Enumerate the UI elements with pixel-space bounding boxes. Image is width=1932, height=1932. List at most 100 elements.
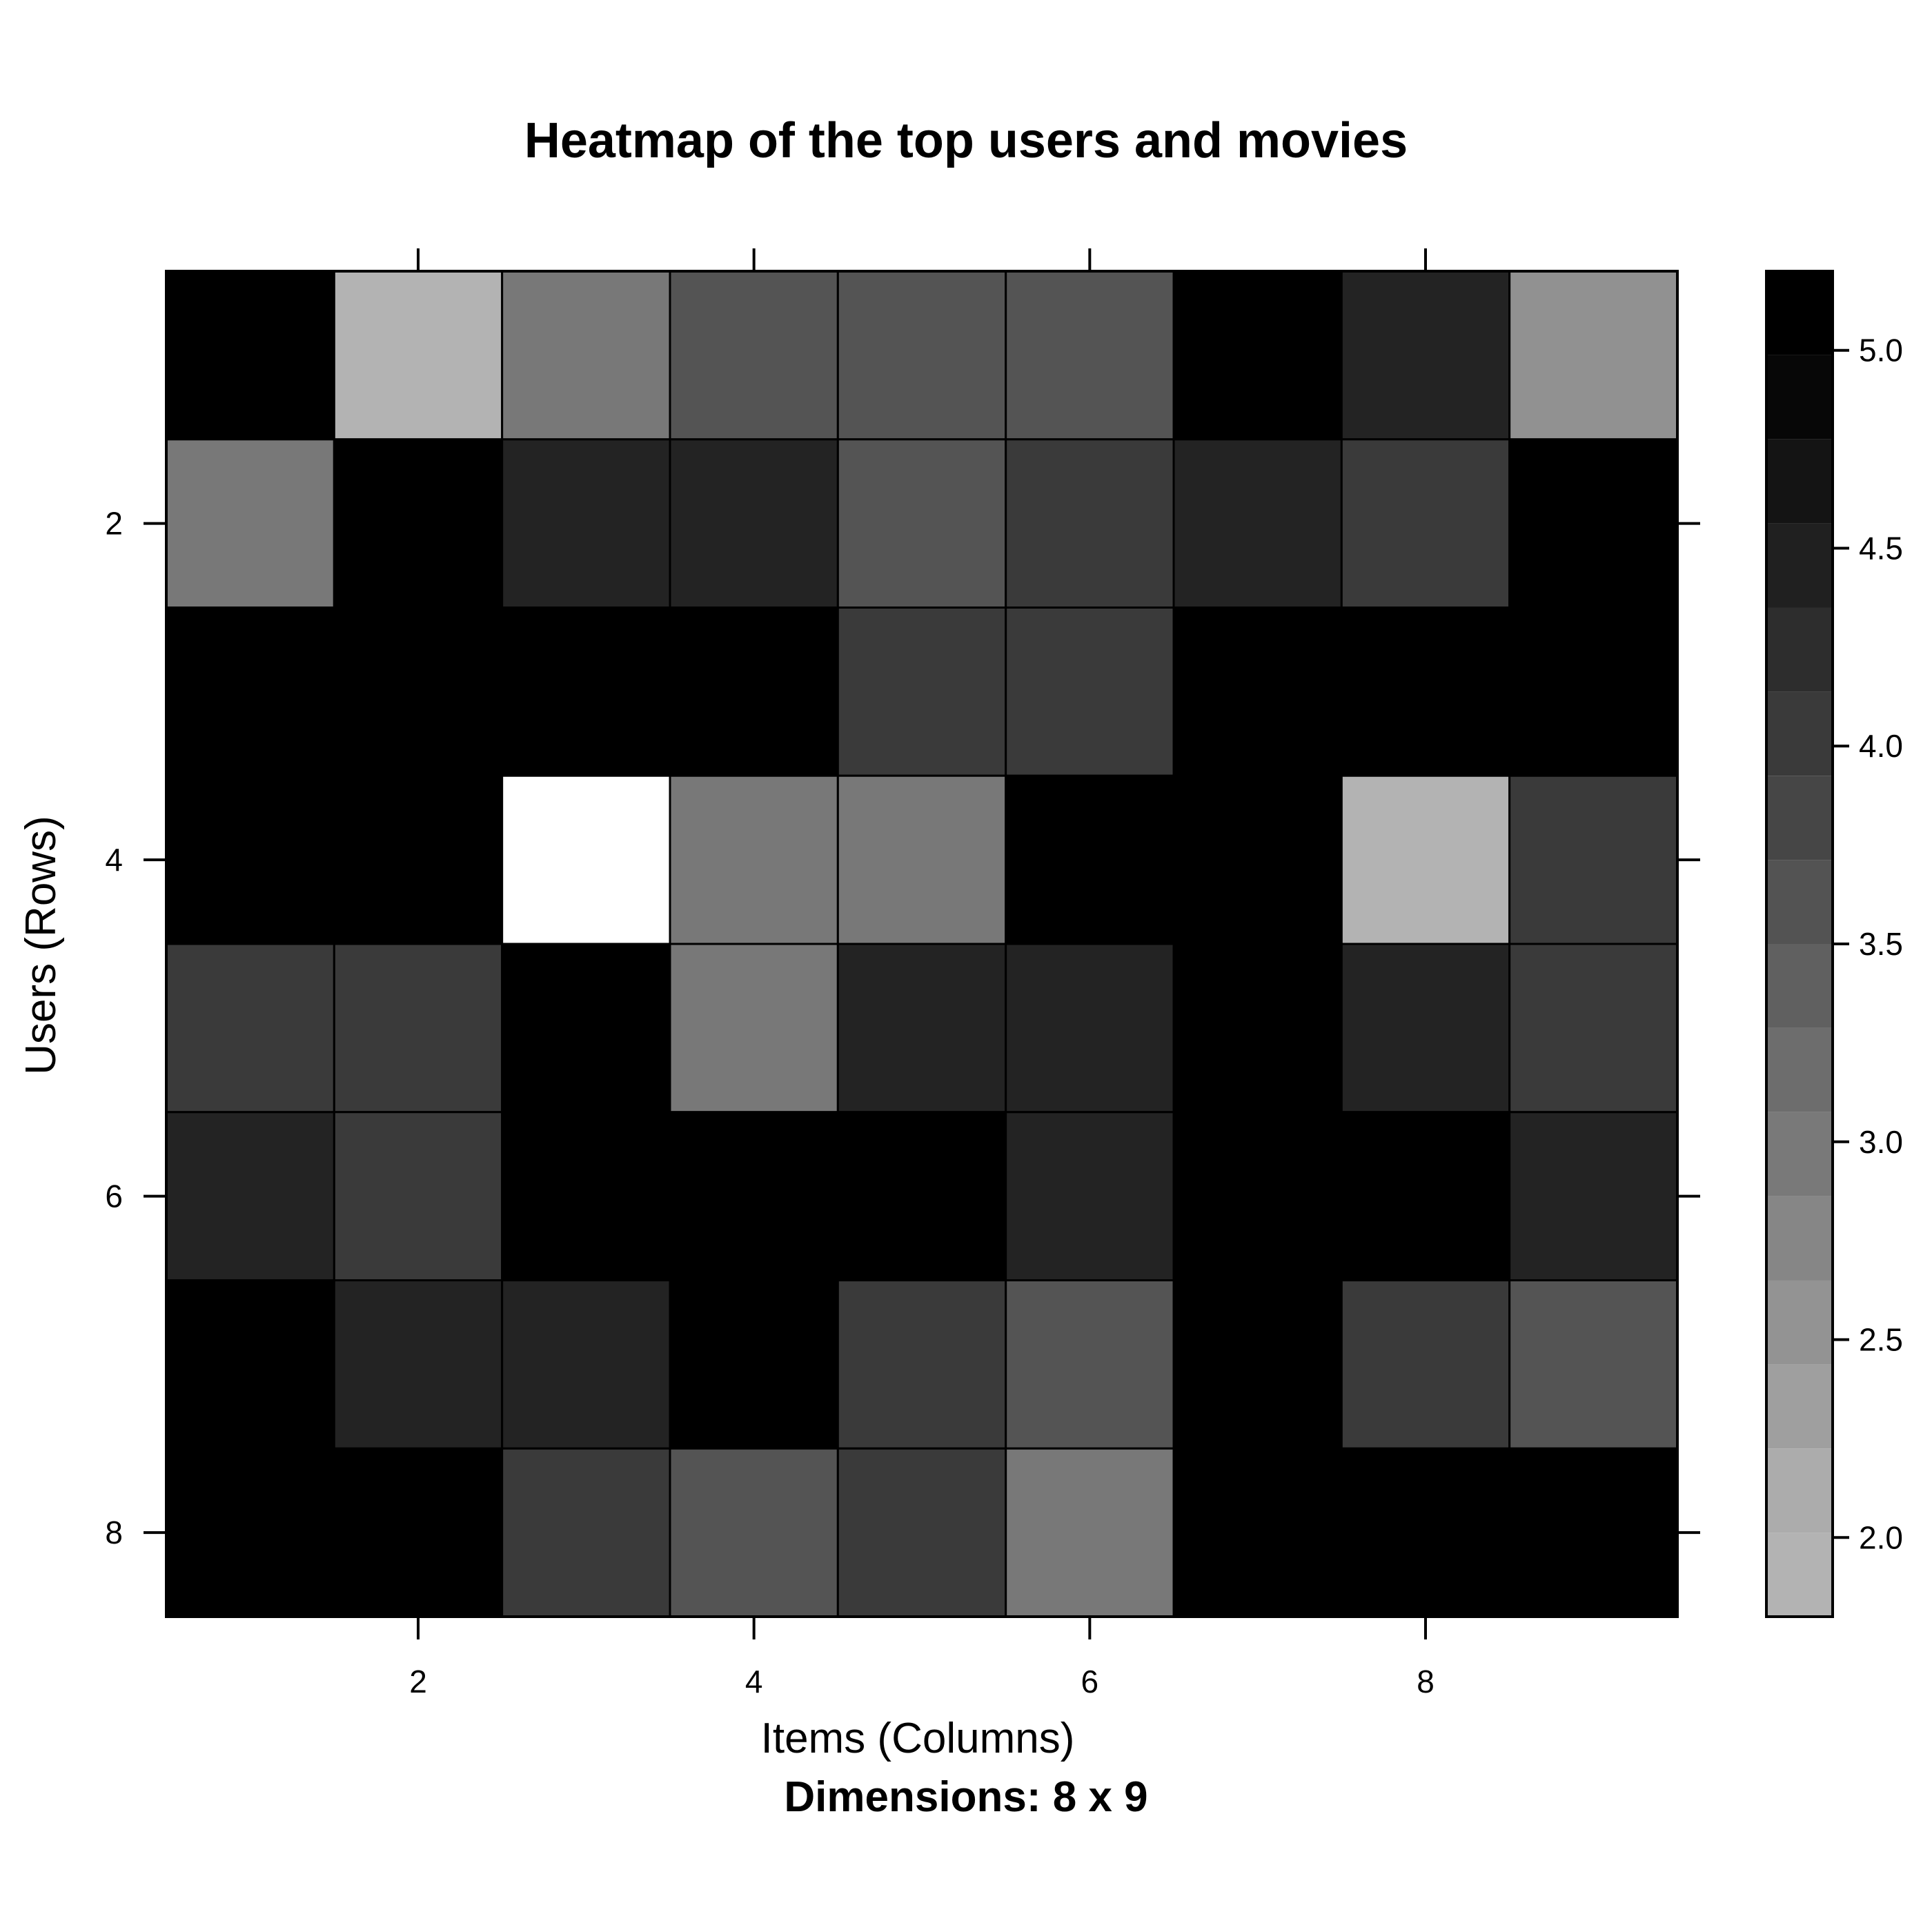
- dimensions-label: Dimensions: 8 x 9: [784, 1773, 1147, 1821]
- heatmap-cell: [165, 1111, 335, 1281]
- heatmap-cell: [1005, 774, 1175, 945]
- heatmap-cell: [1005, 1279, 1175, 1450]
- heatmap-cell: [1340, 1447, 1511, 1618]
- heatmap-cell: [501, 607, 671, 777]
- heatmap-cell: [501, 774, 671, 945]
- heatmap-cell: [165, 438, 335, 609]
- y-tick-label: 2: [105, 506, 123, 542]
- heatmap-cell: [333, 943, 504, 1114]
- heatmap-cell: [165, 270, 335, 441]
- x-axis-label: Items (Columns): [761, 1715, 1075, 1762]
- chart-title: Heatmap of the top users and movies: [524, 113, 1408, 168]
- heatmap-cell: [1172, 270, 1343, 441]
- colorbar-tick-label: 2.0: [1859, 1519, 1903, 1555]
- colorbar-tick-label: 4.5: [1859, 530, 1903, 566]
- colorbar-segment: [1766, 1112, 1833, 1196]
- heatmap-cell: [669, 774, 839, 945]
- heatmap-cells: [165, 270, 1679, 1618]
- colorbar-tick-label: 4.0: [1859, 728, 1903, 764]
- heatmap-cell: [1340, 943, 1511, 1114]
- heatmap-cell: [501, 1447, 671, 1618]
- heatmap-cell: [669, 1111, 839, 1281]
- heatmap-cell: [836, 438, 1007, 609]
- heatmap-cell: [1172, 943, 1343, 1114]
- heatmap-cell: [501, 1279, 671, 1450]
- x-tick-label: 8: [1417, 1664, 1435, 1699]
- colorbar-segment: [1766, 1532, 1833, 1617]
- heatmap-cell: [333, 1447, 504, 1618]
- heatmap-cell: [669, 607, 839, 777]
- colorbar-segment: [1766, 776, 1833, 860]
- heatmap-cell: [1340, 438, 1511, 609]
- heatmap-cell: [501, 438, 671, 609]
- heatmap-cell: [669, 943, 839, 1114]
- colorbar-segment: [1766, 860, 1833, 944]
- heatmap-cell: [1508, 1111, 1679, 1281]
- heatmap-cell: [1508, 438, 1679, 609]
- heatmap-cell: [836, 1279, 1007, 1450]
- heatmap-cell: [501, 943, 671, 1114]
- heatmap-cell: [333, 270, 504, 441]
- heatmap-cell: [333, 607, 504, 777]
- colorbar-segment: [1766, 523, 1833, 608]
- colorbar-segment: [1766, 271, 1833, 355]
- colorbar-segment: [1766, 1027, 1833, 1112]
- y-axis-label: Users (Rows): [17, 816, 65, 1074]
- colorbar-segment: [1766, 944, 1833, 1028]
- y-tick-label: 8: [105, 1515, 123, 1550]
- heatmap-cell: [669, 1447, 839, 1618]
- heatmap-cell: [501, 270, 671, 441]
- heatmap-cell: [333, 1111, 504, 1281]
- colorbar-segment: [1766, 607, 1833, 692]
- heatmap-cell: [165, 774, 335, 945]
- heatmap-cell: [1172, 438, 1343, 609]
- heatmap-cell: [1508, 1447, 1679, 1618]
- heatmap-axes: 2 4 6 8 2 4 6 8: [105, 248, 1700, 1699]
- colorbar-tick-label: 2.5: [1859, 1322, 1903, 1358]
- heatmap-cell: [1508, 943, 1679, 1114]
- colorbar-segment: [1766, 1196, 1833, 1281]
- colorbar-tick-label: 5.0: [1859, 333, 1903, 368]
- heatmap-cell: [1340, 607, 1511, 777]
- colorbar-tick-label: 3.5: [1859, 926, 1903, 962]
- x-tick-label: 4: [745, 1664, 763, 1699]
- heatmap-cell: [1508, 774, 1679, 945]
- colorbar-segment: [1766, 1280, 1833, 1365]
- heatmap-cell: [669, 438, 839, 609]
- heatmap-cell: [1005, 438, 1175, 609]
- y-tick-label: 6: [105, 1179, 123, 1214]
- heatmap-cell: [836, 1111, 1007, 1281]
- heatmap-cell: [1005, 270, 1175, 441]
- heatmap-cell: [1340, 1279, 1511, 1450]
- y-tick-label: 4: [105, 842, 123, 878]
- colorbar-segment: [1766, 439, 1833, 524]
- heatmap-cell: [669, 1279, 839, 1450]
- heatmap-cell: [1172, 1447, 1343, 1618]
- heatmap-cell: [333, 774, 504, 945]
- heatmap-cell: [1340, 270, 1511, 441]
- plot-frame: [165, 270, 1679, 1618]
- colorbar-segment: [1766, 1448, 1833, 1533]
- heatmap-cell: [1005, 1447, 1175, 1618]
- heatmap-cell: [1340, 1111, 1511, 1281]
- heatmap-cell: [836, 774, 1007, 945]
- heatmap-cell: [1172, 774, 1343, 945]
- heatmap-cell: [1508, 270, 1679, 441]
- colorbar: 2.0 2.5 3.0 3.5 4.0 4.5 5.0: [1765, 270, 1903, 1618]
- heatmap-cell: [501, 1111, 671, 1281]
- heatmap-cell: [1005, 1111, 1175, 1281]
- heatmap-cell: [333, 1279, 504, 1450]
- heatmap-cell: [165, 1447, 335, 1618]
- heatmap-cell: [165, 607, 335, 777]
- heatmap-cell: [1340, 774, 1511, 945]
- heatmap-cell: [836, 943, 1007, 1114]
- heatmap-cell: [669, 270, 839, 441]
- heatmap-cell: [1005, 607, 1175, 777]
- heatmap-cell: [165, 943, 335, 1114]
- heatmap-cell: [1172, 1279, 1343, 1450]
- heatmap-cell: [333, 438, 504, 609]
- x-tick-label: 2: [409, 1664, 427, 1699]
- x-tick-label: 6: [1081, 1664, 1099, 1699]
